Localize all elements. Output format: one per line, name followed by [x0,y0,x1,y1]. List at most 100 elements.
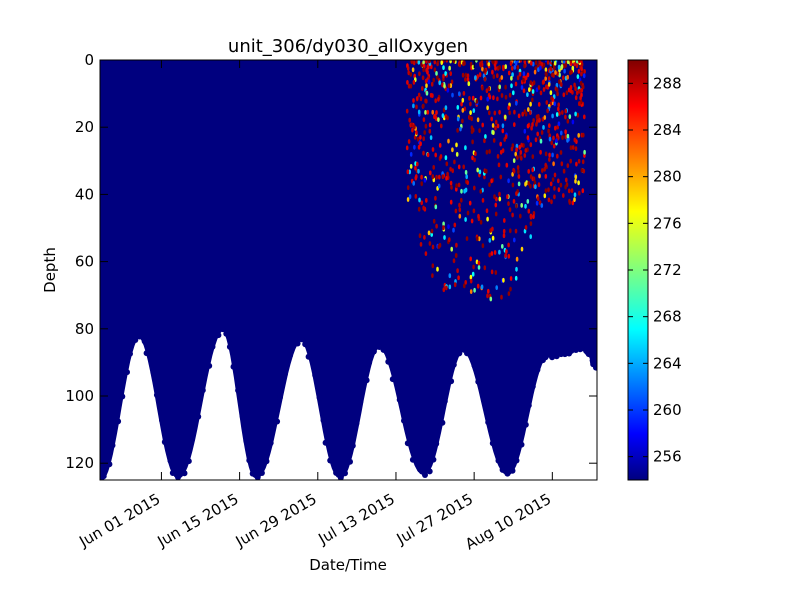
data-point [573,82,576,88]
data-point [478,236,481,242]
data-point [412,103,415,109]
data-point [407,70,411,76]
data-point [531,167,534,173]
data-point [547,82,551,87]
data-point [580,60,583,64]
data-point [550,199,553,205]
data-point [574,111,577,117]
data-point [417,206,421,212]
data-point [483,174,486,180]
data-point [449,60,452,64]
data-point [327,457,334,464]
data-point [514,61,518,66]
data-point [523,228,527,234]
colorbar-ticks: 256 260 264 268 272 276 280 284 288 [628,74,682,466]
data-point [544,60,548,63]
data-point [267,440,274,446]
data-point [557,121,561,127]
data-point [473,157,476,163]
data-point [507,70,511,76]
data-point [445,285,448,291]
data-point [442,73,445,79]
data-point [539,149,542,155]
data-point [422,136,426,142]
y-axis-label: Depth [41,247,59,293]
data-point [481,122,485,128]
data-point [353,420,360,427]
data-point [277,394,283,401]
data-point [431,109,435,115]
data-point [562,168,566,174]
colorbar-tick-label: 288 [653,74,682,92]
data-point [495,285,499,290]
data-point [420,200,424,206]
data-point [498,191,501,197]
data-point [533,69,537,75]
data-point [515,191,518,197]
data-point [469,278,473,284]
data-point [542,79,545,85]
data-point [479,62,482,68]
data-point [493,250,497,255]
data-point [548,152,551,158]
data-point [532,214,535,220]
data-point [562,193,565,198]
data-point [574,146,578,152]
data-point [141,338,148,345]
data-point [543,115,547,120]
data-point [440,60,444,65]
data-point [582,168,586,174]
data-point [518,441,525,448]
data-point [578,88,581,94]
data-point [477,265,481,270]
data-point [181,470,188,477]
data-point [581,188,585,194]
data-point [517,169,520,175]
data-point [464,280,468,285]
data-point [526,92,529,97]
data-point [347,458,353,465]
data-point [483,265,487,271]
data-point [389,376,396,383]
data-point [426,152,430,158]
data-point [573,192,577,198]
data-point [529,101,532,107]
data-point [520,246,524,252]
data-point [511,172,514,177]
data-point [500,294,503,300]
data-point [456,116,460,122]
data-point [342,470,348,477]
data-point [409,456,416,463]
data-point [501,244,504,249]
data-point [559,182,563,188]
data-point [167,457,174,464]
data-point [440,123,443,129]
data-point [413,124,416,130]
data-point [553,101,556,107]
data-point [559,150,563,155]
data-point [571,65,575,71]
data-point [504,64,508,70]
data-point [428,128,432,134]
data-point [452,60,456,64]
data-point [219,326,226,333]
data-point [455,152,459,157]
data-point [422,117,426,122]
data-point [540,61,544,67]
data-point [516,165,520,170]
data-point [579,95,582,101]
data-point [447,224,450,230]
data-point [435,71,438,76]
data-point [431,147,435,152]
data-point [512,90,515,96]
data-point [553,65,556,71]
data-point [429,92,433,98]
data-point [509,228,512,234]
data-point [106,461,113,468]
data-point [516,65,520,70]
data-point [516,60,520,63]
data-point [424,78,428,84]
data-point [514,81,518,87]
data-point [564,134,568,140]
data-point [185,458,192,465]
